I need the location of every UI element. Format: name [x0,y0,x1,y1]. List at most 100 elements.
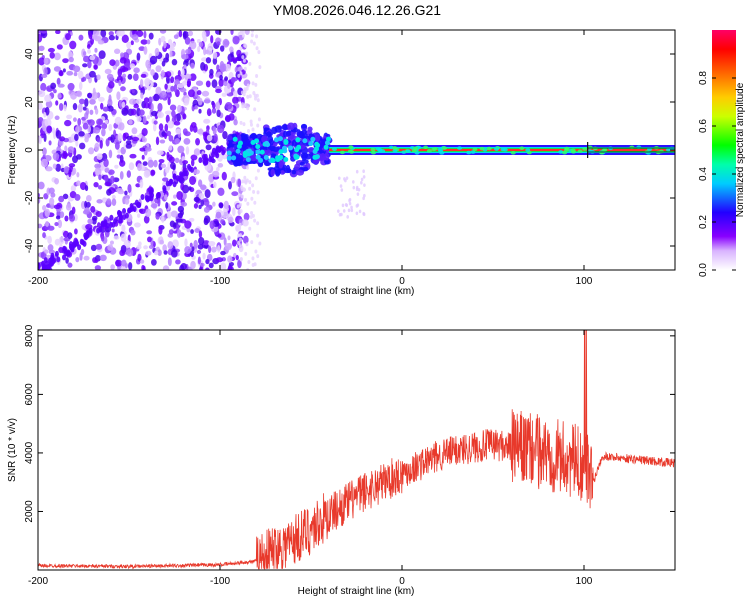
spectrogram-noise-blob [72,65,81,73]
spectrogram-noise-blob [255,74,259,79]
spectrogram-noise-blob [171,249,178,258]
spectrogram-noise-blob [220,63,227,72]
spectrogram-noise-blob [74,133,79,142]
spectrogram-noise-blob [87,147,95,155]
spectrogram-noise-blob [114,164,119,169]
spectrogram-noise-blob [360,177,364,182]
spectrogram-noise-blob [146,230,153,235]
spectrogram-noise-blob [59,69,64,76]
spectrogram-noise-blob [158,123,164,131]
spectrogram-noise-blob [138,208,144,213]
spectrogram-noise-blob [339,184,343,188]
spectrogram-noise-blob [154,47,160,57]
spectrogram-noise-blob [128,162,135,171]
spectrogram-noise-blob [92,127,101,134]
spectrogram-noise-blob [99,254,107,262]
spectrogram-noise-blob [90,205,96,213]
spectrogram-noise-blob [254,96,258,101]
spectrogram-noise-blob [115,259,122,267]
spectrogram-noise-blob [54,222,59,227]
spectrogram-noise-blob [187,78,192,88]
spectrogram-noise-blob [217,187,225,197]
spectrogram-carrier-blob [377,148,383,153]
spectrogram-noise-blob [158,37,162,46]
spectrogram-noise-blob [197,243,204,250]
spectrogram-noise-blob [219,74,223,81]
spectrogram-noise-blob [219,262,227,270]
spectrogram-noise-blob [108,35,115,41]
spectrogram-noise-blob [84,185,89,192]
spectrogram-carrier-blob [479,146,485,151]
spectrogram-noise-blob [148,244,154,250]
spectrogram-transition-blob [226,155,232,161]
spectrogram-noise-blob [217,163,224,168]
spectrogram-noise-blob [77,103,83,113]
spectrogram-noise-blob [117,149,121,154]
spectrogram-noise-blob [211,102,216,109]
spectrogram-noise-blob [114,59,120,67]
spectrogram-noise-blob [190,158,195,167]
spectrogram-carrier-blob [331,147,337,152]
spectrogram-noise-blob [86,119,92,124]
spectrogram-noise-blob [45,220,49,227]
spectrogram-noise-blob [96,118,104,126]
spectrogram-trend-blob [88,227,93,234]
spectrogram-noise-blob [221,92,227,97]
spectrogram-noise-blob [253,93,257,98]
spectrogram-noise-blob [119,159,126,167]
spectrogram-noise-blob [238,222,242,227]
spectrogram-noise-blob [68,169,72,178]
spectrogram-noise-blob [348,198,351,203]
spectrogram-y-tick-label: 20 [24,96,35,108]
spectrogram-noise-blob [246,267,250,270]
spectrogram-noise-blob [107,244,114,251]
spectrogram-carrier-blob [472,147,478,152]
spectrogram-noise-blob [57,93,62,99]
spectrogram-transition-blob [235,148,241,154]
spectrogram-noise-blob [203,99,211,104]
spectrogram-noise-blob [147,159,154,168]
spectrogram-noise-blob [239,46,243,51]
spectrogram-noise-blob [50,82,57,90]
spectrogram-transition-blob [249,154,257,162]
spectrogram-noise-blob [151,258,157,266]
spectrogram-noise-blob [172,164,176,171]
spectrogram-noise-blob [184,220,192,229]
spectrogram-noise-blob [206,108,212,117]
spectrogram-trend-blob [217,146,222,153]
spectrogram-noise-blob [248,180,252,185]
snr-x-ticks: -200 -100 0 100 [28,330,593,587]
spectrogram-noise-blob [243,66,247,71]
spectrogram-noise-blob [180,201,188,207]
spectrogram-noise-blob [159,90,167,99]
spectrogram-noise-blob [230,57,239,62]
spectrogram-noise-blob [217,244,221,253]
spectrogram-noise-blob [227,265,234,270]
spectrogram-noise-blob [119,171,124,180]
spectrogram-noise-blob [93,64,98,70]
spectrogram-noise-blob [203,199,210,206]
spectrogram-noise-blob [126,41,132,49]
spectrogram-noise-blob [164,194,168,201]
spectrogram-noise-blob [82,209,90,215]
spectrogram-noise-blob [177,70,181,77]
spectrogram-trend-blob [211,147,216,154]
spectrogram-x-tick-label: -200 [28,276,48,287]
spectrogram-noise-blob [246,83,250,88]
spectrogram-transition-blob [295,137,301,143]
spectrogram-noise-blob [43,67,48,76]
spectrogram-noise-blob [147,115,151,120]
spectrogram-marks [38,30,675,270]
spectrogram-noise-blob [216,109,221,118]
spectrogram-noise-blob [101,122,108,130]
spectrogram-trend-blob [109,214,114,221]
spectrogram-noise-blob [76,154,82,160]
spectrogram-transition-blob [255,149,261,155]
spectrogram-noise-blob [68,163,76,168]
spectrogram-noise-blob [76,172,80,178]
spectrogram-noise-blob [173,194,177,199]
spectrogram-noise-blob [209,173,214,182]
spectrogram-noise-blob [170,210,178,218]
spectrogram-noise-blob [145,250,152,256]
spectrogram-transition-blob [302,138,308,144]
